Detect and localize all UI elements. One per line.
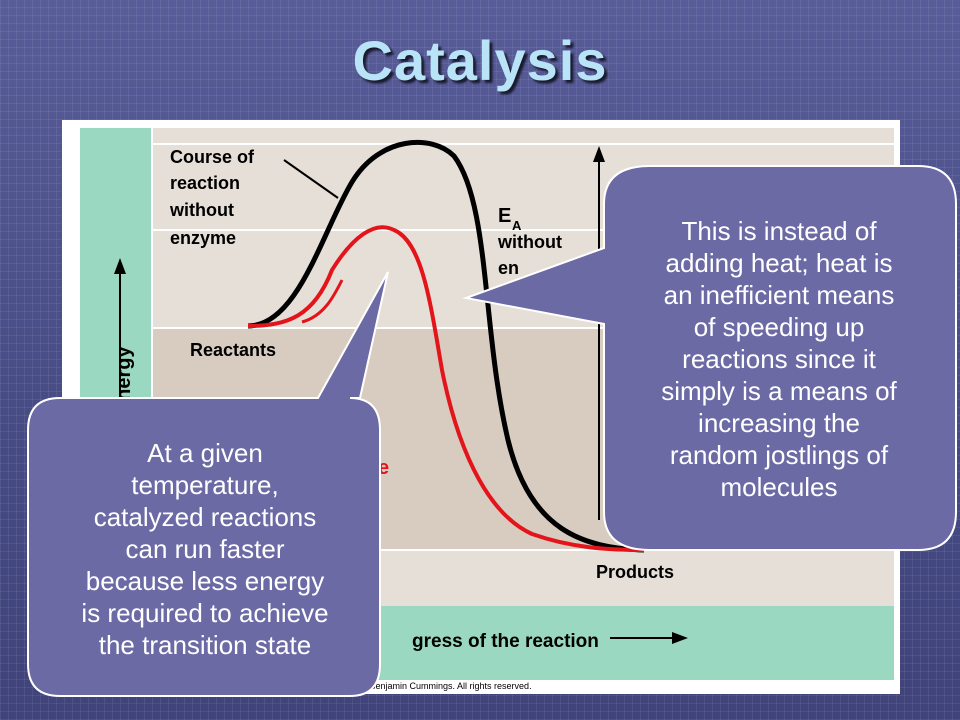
right-callout-text: This is instead of adding heat; heat is … (604, 170, 954, 548)
label-reactants: Reactants (190, 340, 276, 360)
right-callout-line: of speeding up (693, 312, 865, 342)
label-course-line-2: reaction (170, 173, 240, 193)
left-callout-line: the transition state (98, 630, 312, 660)
left-callout-line: because less energy (85, 566, 325, 596)
ea-arrowhead (593, 146, 605, 162)
slide-title: Catalysis (352, 29, 608, 92)
label-ea-en: en (498, 258, 519, 278)
right-callout-bubble (462, 165, 957, 551)
right-callout-line: adding heat; heat is (665, 248, 893, 278)
label-course-line-4: enzyme (170, 228, 236, 248)
left-callout-text: At a given temperature, catalyzed reacti… (30, 404, 380, 694)
x-axis-arrowhead (672, 632, 688, 644)
right-callout-line: This is instead of (681, 216, 877, 246)
copyright-text: n Benjamin Cummings. All rights reserved… (362, 681, 532, 691)
label-course-line-3: without (169, 200, 234, 220)
left-callout-bubble (27, 271, 389, 697)
label-ea-main: E (498, 205, 511, 227)
label-products: Products (596, 562, 674, 582)
right-callout-line: reactions since it (682, 344, 876, 374)
left-callout-line: can run faster (125, 534, 285, 564)
curve-without-enzyme (247, 139, 645, 553)
left-callout-line: At a given (147, 438, 263, 468)
right-callout-line: molecules (720, 472, 838, 502)
y-axis-arrowhead (114, 258, 126, 274)
y-axis-label: energy (113, 346, 135, 412)
curve-with-enzyme (247, 225, 645, 552)
right-callout-line: random jostlings of (669, 440, 889, 470)
right-callout-line: simply is a means of (661, 376, 897, 406)
right-callout-line: an inefficient means (663, 280, 895, 310)
label-red-fragment: e (378, 457, 389, 479)
left-callout-line: temperature, (131, 470, 279, 500)
left-callout-line: is required to achieve (81, 598, 329, 628)
x-axis-label: gress of the reaction (412, 631, 599, 652)
curve-with-enzyme-branch (301, 279, 344, 324)
label-ea-sub: A (512, 218, 522, 233)
leader-line (283, 159, 339, 199)
right-callout-line: increasing the (698, 408, 860, 438)
label-course-line-1: Course of (170, 147, 255, 167)
label-ea-without: without (497, 232, 562, 252)
left-callout-line: catalyzed reactions (93, 502, 317, 532)
